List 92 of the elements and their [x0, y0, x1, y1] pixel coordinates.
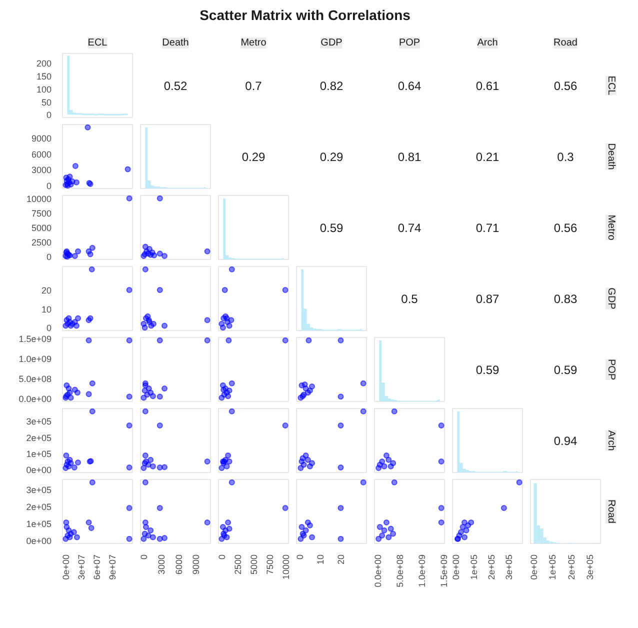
x-tick-label: 3e+05: [584, 554, 595, 580]
text: 0.7: [245, 79, 262, 93]
x-tick-label: 5000: [249, 554, 259, 575]
text: 0.56: [554, 79, 578, 93]
x-tick-label: 2e+05: [566, 554, 576, 580]
y-tick-label: 1e+05: [26, 448, 52, 459]
x-tick-label: 9e+07: [107, 554, 118, 580]
x-tick-label: 2e+05: [486, 554, 497, 580]
x-tick-label: 1e+05: [468, 554, 479, 580]
text: 0.81: [398, 150, 422, 164]
y-tick-label: 0: [46, 252, 52, 262]
y-tick-label: 2e+05: [26, 502, 52, 512]
text: Road: [606, 500, 616, 524]
text: 0.83: [554, 292, 578, 306]
text: 0.29: [320, 150, 344, 164]
text: 0.59: [476, 363, 500, 377]
text: GDP: [606, 288, 616, 310]
text: 0.61: [476, 79, 500, 93]
x-tick-label: 0e+00: [451, 554, 462, 580]
y-tick-label: 20: [41, 286, 52, 296]
x-tick-label: 20: [336, 554, 346, 565]
text: Road: [554, 38, 578, 48]
x-tick-label: 9000: [191, 554, 202, 575]
text: 0.59: [554, 363, 578, 377]
x-tick-label: 6000: [174, 554, 184, 575]
text: 0.74: [398, 221, 422, 235]
text: 0.82: [320, 79, 344, 93]
text: Arch: [477, 38, 498, 48]
y-tick-label: 2e+05: [26, 432, 52, 443]
y-tick-label: 150: [36, 71, 52, 82]
text: 0.21: [476, 150, 500, 164]
x-tick-label: 0: [139, 554, 150, 560]
y-tick-label: 1.0e+09: [18, 354, 52, 364]
x-tick-label: 10000: [280, 554, 291, 580]
text: 0.29: [242, 150, 266, 164]
text: Death: [606, 143, 616, 170]
text: ECL: [88, 38, 108, 48]
text: 0.3: [557, 150, 574, 164]
y-tick-label: 0: [46, 323, 52, 334]
y-tick-label: 7500: [31, 208, 52, 218]
x-tick-label: 7500: [264, 554, 275, 575]
x-tick-label: 6e+07: [92, 554, 102, 580]
y-tick-label: 0.0e+00: [18, 394, 52, 404]
text: Metro: [240, 38, 267, 48]
x-tick-label: 0e+00: [529, 554, 540, 580]
x-tick-label: 3e+05: [504, 554, 514, 580]
x-tick-label: 10: [316, 554, 326, 565]
y-tick-label: 1.5e+09: [18, 334, 52, 344]
x-tick-label: 1e+05: [548, 554, 558, 580]
y-tick-label: 0: [46, 110, 52, 120]
y-tick-label: 10: [41, 304, 52, 314]
text: Death: [162, 38, 189, 48]
x-tick-label: 0: [295, 554, 306, 560]
x-tick-label: 0: [217, 554, 228, 560]
y-tick-label: 3e+05: [26, 416, 52, 427]
y-tick-label: 0: [46, 181, 52, 192]
y-tick-label: 9000: [31, 133, 52, 144]
y-tick-label: 3e+05: [26, 485, 52, 496]
text: POP: [606, 358, 616, 380]
text: 0.56: [554, 221, 578, 235]
text: 0.59: [320, 221, 344, 235]
y-tick-label: 1e+05: [26, 519, 52, 530]
x-tick-label: 3e+07: [76, 554, 87, 580]
y-tick-label: 200: [36, 58, 52, 69]
y-tick-label: 5.0e+08: [18, 374, 52, 384]
x-tick-label: 0.0e+00: [373, 554, 384, 588]
y-tick-label: 5000: [31, 223, 52, 233]
text: Scatter Matrix with Correlations: [200, 6, 410, 25]
x-tick-label: 1.0e+09: [417, 554, 428, 588]
text: 0.87: [476, 292, 500, 306]
y-tick-label: 3000: [31, 165, 52, 176]
text: POP: [398, 38, 420, 48]
x-tick-label: 1.5e+09: [439, 554, 450, 588]
text: 0.52: [164, 79, 188, 93]
y-tick-label: 50: [41, 97, 52, 108]
x-tick-label: 5.0e+08: [395, 554, 406, 588]
y-tick-label: 6000: [31, 149, 52, 160]
y-tick-label: 0e+00: [26, 465, 52, 476]
y-tick-label: 100: [36, 84, 52, 94]
text: GDP: [320, 38, 343, 48]
text: 0.71: [476, 221, 500, 235]
y-tick-label: 10000: [26, 194, 52, 204]
text: ECL: [606, 76, 616, 96]
text: Arch: [606, 430, 616, 451]
y-tick-label: 0e+00: [26, 536, 52, 546]
y-tick-label: 2500: [31, 238, 52, 248]
x-tick-label: 3000: [156, 554, 167, 575]
text: 0.5: [401, 292, 418, 306]
x-tick-label: 2500: [233, 554, 244, 575]
text: 0.64: [398, 79, 422, 93]
text: 0.94: [554, 434, 578, 448]
text: Metro: [606, 214, 616, 240]
